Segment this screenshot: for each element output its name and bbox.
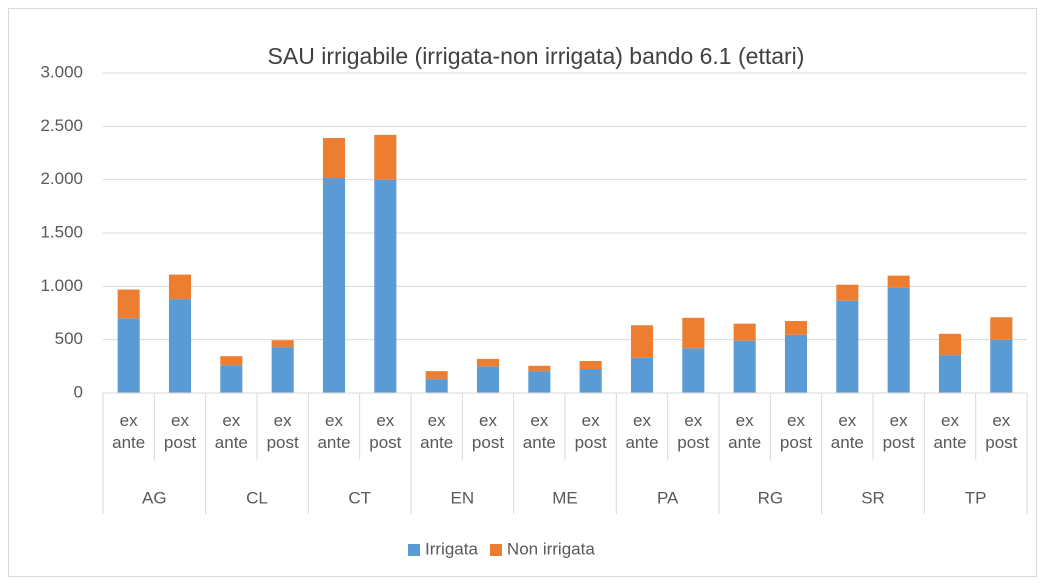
x-tick-label: ex ante <box>420 411 453 452</box>
bar-segment <box>990 339 1013 393</box>
bar-segment <box>682 348 705 393</box>
bar-segment <box>322 138 346 179</box>
bar-segment <box>887 287 910 393</box>
bar-segment <box>374 134 397 180</box>
group-label: RG <box>758 488 784 507</box>
group-label: AG <box>142 488 167 507</box>
x-tick-label: ex post <box>883 411 915 452</box>
bar-segment <box>220 365 243 393</box>
x-tick-label: ex post <box>164 411 196 452</box>
bar-segment <box>322 178 346 393</box>
x-tick-label: ex ante <box>831 411 864 452</box>
bar-segment <box>938 355 962 393</box>
bar-segment <box>476 366 500 393</box>
bar-segment <box>168 274 192 300</box>
x-tick-label: ex ante <box>728 411 761 452</box>
group-label: CT <box>348 488 371 507</box>
x-tick-label: ex ante <box>112 411 145 452</box>
x-tick-label: ex post <box>985 411 1017 452</box>
legend-label: Irrigata <box>425 539 478 558</box>
y-tick-label: 3.000 <box>40 62 83 81</box>
x-tick-label: ex post <box>267 411 299 452</box>
y-tick-label: 2.000 <box>40 169 83 188</box>
bar-segment <box>733 323 756 341</box>
bar-segment <box>476 358 500 367</box>
chart-title: SAU irrigabile (irrigata-non irrigata) b… <box>268 43 805 69</box>
legend-label: Non irrigata <box>507 539 595 558</box>
legend-swatch <box>489 544 502 556</box>
bar-segment <box>374 179 397 393</box>
x-tick-label: ex post <box>780 411 812 452</box>
group-label: EN <box>451 488 475 507</box>
bar-segment <box>528 371 551 393</box>
x-tick-label: ex ante <box>215 411 248 452</box>
group-label: TP <box>965 488 987 507</box>
bar-segment <box>630 325 654 358</box>
group-label: ME <box>552 488 578 507</box>
x-tick-label: ex ante <box>625 411 658 452</box>
y-tick-label: 1.500 <box>40 222 83 241</box>
y-tick-label: 1.000 <box>40 276 83 295</box>
x-tick-label: ex post <box>575 411 607 452</box>
bar-segment <box>784 321 808 335</box>
bar-segment <box>117 318 140 393</box>
x-tick-label: ex ante <box>317 411 350 452</box>
bar-segment <box>271 340 294 348</box>
bar-segment <box>682 317 705 349</box>
bar-segment <box>168 299 192 393</box>
bar-segment <box>579 369 602 393</box>
x-tick-label: ex post <box>369 411 401 452</box>
bar-segment <box>425 371 448 380</box>
bar-segment <box>733 340 756 393</box>
bar-segment <box>836 300 859 393</box>
bar-segment <box>990 317 1013 340</box>
bar-segment <box>220 356 243 366</box>
bar-segment <box>630 357 654 393</box>
y-tick-label: 500 <box>55 329 83 348</box>
group-label: SR <box>861 488 885 507</box>
y-tick-label: 2.500 <box>40 116 83 135</box>
x-tick-label: ex ante <box>933 411 966 452</box>
x-tick-label: ex post <box>677 411 709 452</box>
group-label: PA <box>657 488 679 507</box>
bar-segment <box>784 334 808 393</box>
bar-segment <box>887 275 910 288</box>
bar-segment <box>579 361 602 369</box>
group-label: CL <box>246 488 268 507</box>
bar-segment <box>425 379 448 393</box>
x-tick-label: ex ante <box>523 411 556 452</box>
bar-segment <box>938 333 962 356</box>
y-tick-label: 0 <box>74 382 83 401</box>
bar-segment <box>117 289 140 319</box>
bar-segment <box>528 365 551 372</box>
x-tick-label: ex post <box>472 411 504 452</box>
legend-swatch <box>408 544 420 556</box>
bar-segment <box>836 284 859 301</box>
bar-segment <box>271 347 294 393</box>
